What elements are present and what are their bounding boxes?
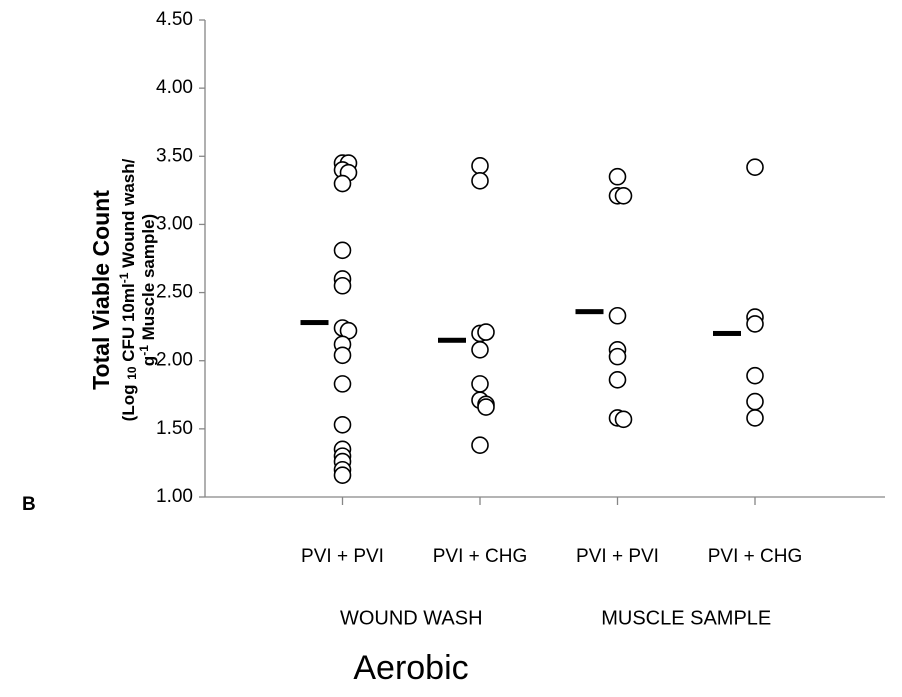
y-tick-label: 2.00 [156,350,193,371]
y-tick-label: 4.50 [156,9,193,30]
y-tick-label: 3.00 [156,213,193,234]
data-point [333,375,352,393]
mean-bar [575,309,604,315]
data-point [471,375,489,393]
data-point [746,315,764,333]
y-axis-subtitle-part: Wound wash/ [119,158,138,272]
y-axis-title: Total Viable Count [88,190,114,390]
y-axis-subtitle-part: -1 [117,272,131,283]
y-axis-subtitle-part: 10 [125,366,139,380]
y-axis-subtitle: (Log 10 CFU 10ml-1 Wound wash/ [117,158,139,421]
y-axis-title-group: Total Viable Count [88,190,114,390]
mean-bar [300,320,329,326]
y-tick-label: 2.50 [156,282,193,303]
x-tick-label: PVI + CHG [708,546,803,567]
x-tick-label: PVI + CHG [433,546,528,567]
data-point [333,174,352,193]
data-point [608,347,627,366]
mean-bar [438,337,466,343]
data-point [746,366,764,385]
data-point [333,241,352,260]
y-axis-subtitle: g-1 Muscle sample) [137,214,158,366]
data-point [471,172,489,190]
group-label: WOUND WASH [340,607,483,629]
mean-bar [713,330,741,336]
data-point [477,398,495,416]
y-tick-label: 3.50 [156,145,193,166]
data-point [614,410,633,429]
group-label: MUSCLE SAMPLE [601,607,771,629]
data-point [614,187,633,205]
data-point [608,167,627,186]
data-point [477,323,495,341]
data-point [746,158,764,176]
y-tick-label: 1.00 [156,486,193,507]
y-tick-label: 1.50 [156,418,193,439]
data-point [471,436,489,455]
x-tick-label: PVI + PVI [301,546,384,567]
y-tick-label: 4.00 [156,77,193,98]
y-axis-subtitle-part: -1 [137,345,151,356]
data-point [333,415,352,434]
data-point [471,341,489,359]
data-point [608,306,627,325]
data-point [333,276,352,295]
x-tick-label: PVI + PVI [576,546,659,567]
y-axis-subtitle-part: (Log [119,380,138,422]
y-axis-subtitle-group: g-1 Muscle sample) [137,214,158,366]
data-point [608,370,627,389]
data-point [333,346,352,365]
x-axis-title: Aerobic [353,649,468,687]
y-axis-subtitle-part: Muscle sample) [139,214,158,345]
panel-label: B [22,494,36,515]
data-point [333,466,352,484]
y-axis-subtitle-part: g [139,356,158,366]
data-point [746,409,764,427]
y-axis-subtitle-part: CFU 10ml [119,283,138,366]
data-point [746,392,764,411]
y-axis-subtitle-group: (Log 10 CFU 10ml-1 Wound wash/ [117,158,139,421]
data-point [471,157,489,175]
